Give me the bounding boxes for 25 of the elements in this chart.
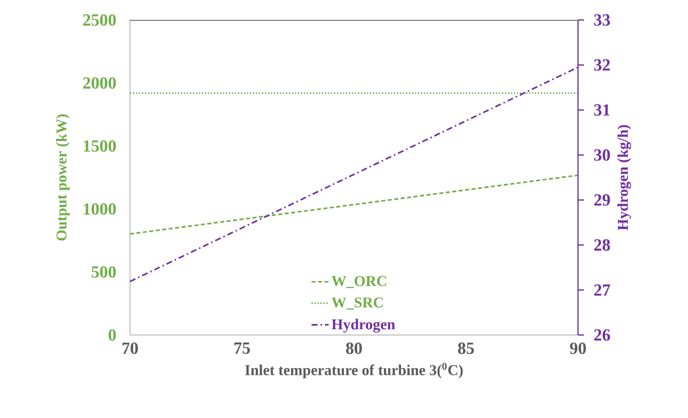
y2-tick-label: 27 <box>594 284 610 296</box>
y2-tick-label: 28 <box>594 239 610 251</box>
x-tick-label: 75 <box>234 342 250 354</box>
y-tick-label: 2500 <box>83 14 116 26</box>
legend-label: W_ORC <box>332 276 386 288</box>
y-tick-label: 2000 <box>83 77 116 89</box>
y-tick-label: 500 <box>92 266 116 278</box>
x-tick-label: 90 <box>570 342 586 354</box>
y2-tick-label: 30 <box>594 149 610 161</box>
y-tick-label: 1500 <box>84 140 116 152</box>
y2-axis-title: Hydrogen (kg/h) <box>617 125 632 230</box>
y2-tick-label: 26 <box>594 329 610 341</box>
y-tick-label: 1000 <box>84 203 116 215</box>
y2-tick-label: 33 <box>594 14 610 26</box>
y-axis-title: Output power (kW) <box>56 114 70 241</box>
y2-tick-label: 29 <box>594 194 610 206</box>
y2-tick-label: 31 <box>594 104 610 116</box>
y-tick-label: 0 <box>108 329 116 341</box>
y2-tick-label: 32 <box>594 59 610 71</box>
legend-label: W_SRC <box>332 297 383 310</box>
x-tick-label: 80 <box>346 342 362 354</box>
x-tick-label: 70 <box>122 342 138 354</box>
legend-label: Hydrogen <box>332 318 396 333</box>
x-axis-title: Inlet temperature of turbine 3($^{0}$C) <box>245 362 463 378</box>
x-tick-label: 85 <box>458 342 474 354</box>
